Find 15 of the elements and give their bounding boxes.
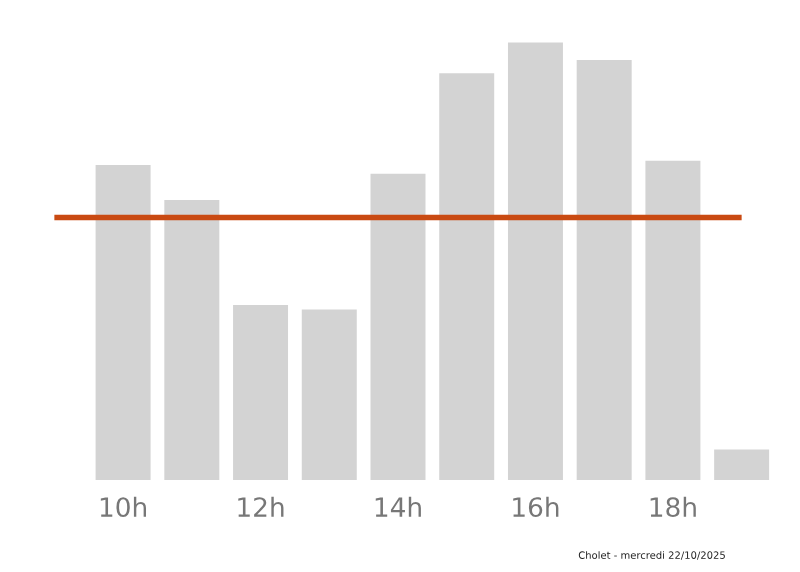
x-tick-label: 12h [238,496,284,517]
x-tick-label: 18h [650,496,696,518]
bar [439,73,495,480]
bar [301,309,357,480]
bar [370,173,426,480]
x-tick-label: 10h [100,496,146,518]
x-tick-label: 14h [375,496,421,517]
bar [576,60,632,480]
bar [714,449,770,480]
x-tick-label: 16h [513,496,559,518]
bar [164,200,220,480]
bar [95,165,151,480]
bar [507,42,563,480]
bar [233,305,289,480]
bar [645,160,701,480]
